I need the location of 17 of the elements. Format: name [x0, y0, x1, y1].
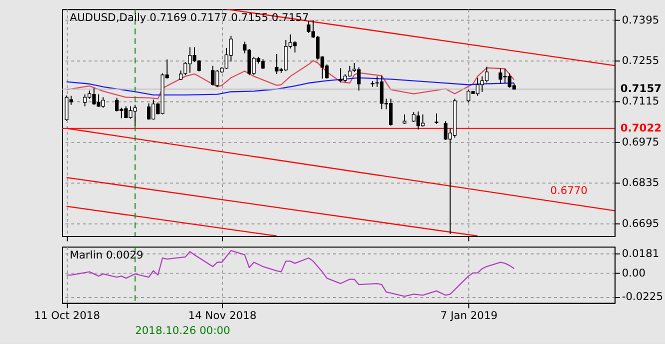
- ref-line-label: 0.7022: [620, 121, 662, 134]
- ref-line-label: 2018.10.26 00:00: [135, 324, 230, 337]
- chart-title: Marlin 0.0029: [70, 248, 144, 262]
- y-tick-label: 0.6975: [622, 135, 660, 148]
- y-tick-label: 0.7255: [622, 54, 660, 68]
- x-tick-label: 14 Nov 2018: [188, 308, 257, 322]
- y-tick-label: 0.6695: [622, 216, 660, 230]
- y-tick-label: 0.7115: [622, 94, 660, 108]
- y-tick-label: 0.0181: [622, 247, 660, 260]
- y-tick-label: 0.6835: [622, 176, 660, 190]
- x-tick-label: 11 Oct 2018: [34, 308, 100, 322]
- annotation: 0.6770: [550, 184, 588, 197]
- y-tick-label: 0.00: [622, 266, 646, 280]
- x-tick-label: 7 Jan 2019: [440, 308, 498, 322]
- y-tick-label: 0.7395: [622, 13, 660, 26]
- ref-line-label: 0.7157: [620, 82, 662, 96]
- y-tick-label: -0.0225: [622, 290, 664, 304]
